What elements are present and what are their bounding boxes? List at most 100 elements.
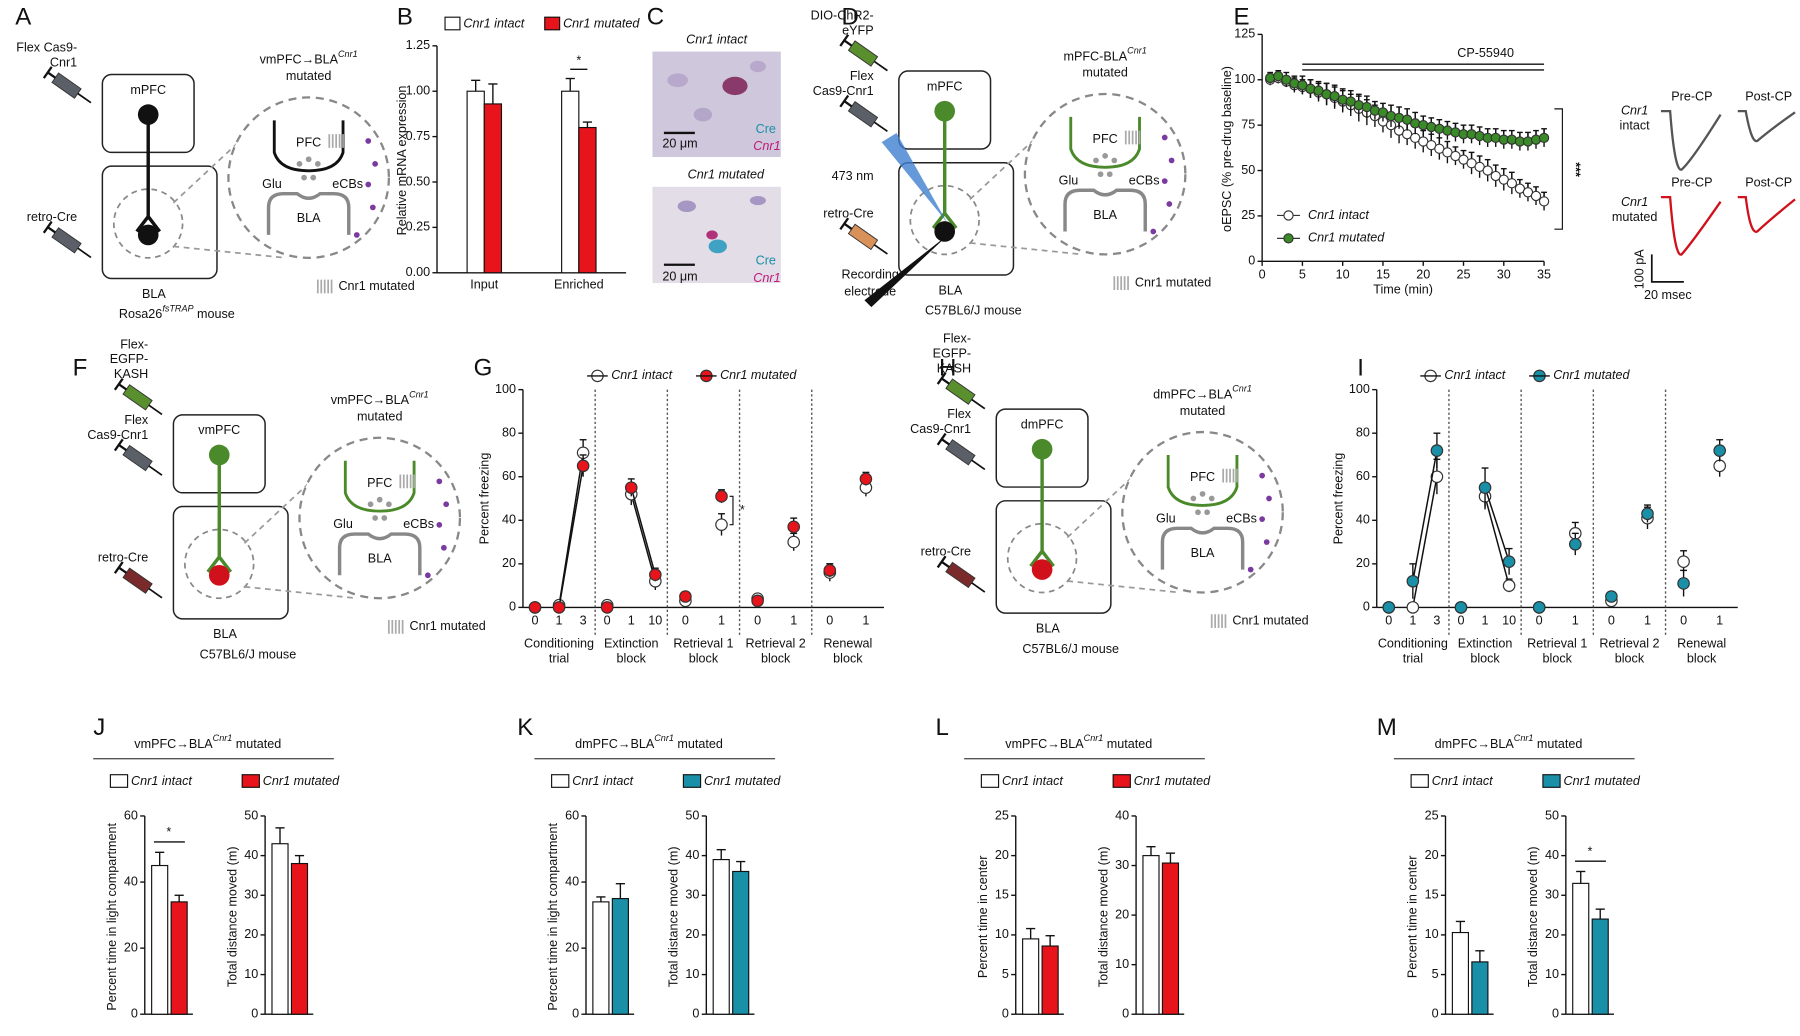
plunger [940,377,950,385]
x-tick-label: 3 [580,613,587,627]
text-part: mutated [1107,737,1153,751]
x-tick-label: 0 [1259,267,1266,281]
bar [466,90,485,274]
plunger [839,94,850,108]
group-label: block [1470,651,1500,665]
x-tick-label: 0 [826,613,833,627]
data-point [1538,132,1550,144]
y-tick-label: 40 [1356,513,1370,527]
panel-label: D [842,4,859,31]
y-tick-label: 40 [1545,848,1559,862]
bar [1142,855,1160,1015]
y-tick-label: 40 [685,848,699,862]
legend-swatch [1410,774,1429,788]
y-axis-label: Total distance moved (m) [1526,846,1540,987]
bar [611,898,629,1015]
callout-label: mutated [1082,66,1128,80]
y-tick-label: 40 [565,874,579,888]
connector [630,493,657,582]
y-tick-label: 40 [502,513,516,527]
ecb-dot [1168,157,1175,164]
vesicle [1208,495,1215,502]
syringe-body [847,101,879,128]
mutated-icon [399,474,415,489]
region-label: BLA [213,627,237,641]
soma [137,224,159,246]
y-tick-label: 30 [244,888,258,902]
ecb-dot [441,544,447,551]
superscript: Cnr1 [213,734,233,744]
scale-label: 20 msec [1644,288,1692,302]
y-tick-label: 40 [244,848,258,862]
ecb-dot [353,232,360,238]
legend-marker [1283,210,1294,221]
virus-label: KASH [937,361,971,375]
syringe-body [945,378,976,405]
dashed-region [184,528,255,600]
legend-label: Cnr1 mutated [563,16,640,30]
mutated-icon [1113,276,1129,290]
ecb-dot [1161,134,1168,141]
x-axis-label: Time (min) [1373,282,1433,296]
needle [873,244,888,255]
callout-label: mutated [357,409,403,423]
plunger [113,561,124,574]
bar [271,843,289,1015]
y-tick-label: 0 [251,1007,258,1021]
y-tick-label: 5 [1002,967,1009,981]
electrode [864,233,950,308]
data-point [1482,165,1493,176]
soma [208,444,230,466]
legend-label: Cnr1 mutated [1232,613,1308,627]
transmitter-label: eCBs [1226,511,1257,525]
x-tick-label: 3 [1433,613,1440,627]
plunger [118,443,127,452]
y-axis-label: Percent time in center [976,856,990,979]
rich-label: dmPFC→BLACnr1 mutated [1435,734,1583,752]
data-point [1406,574,1420,588]
vesicle [372,515,378,521]
y-tick-label: 25 [1241,208,1255,222]
rich-label: vmPFC→BLACnr1 mutated [134,734,281,752]
micrographs: Cnr1 intact Cnr1 mutated 20 μm 20 μm Cre… [652,32,781,285]
stain-label: Cnr1 [753,139,780,153]
syringe [42,66,92,104]
panel-label: A [15,4,31,31]
rich-label: C57BL6/J mouse [200,648,297,662]
y-tick-label: 15 [995,888,1009,902]
needle [148,587,163,599]
pfc-terminal [272,120,345,173]
text-part: C57BL6/J mouse [1022,642,1119,656]
rich-label: C57BL6/J mouse [925,304,1022,318]
connector [1484,496,1510,586]
cell [722,76,748,96]
significance: * [740,503,745,517]
vesicle [1190,495,1197,502]
group-label: block [1687,651,1717,665]
y-tick-label: 20 [565,940,579,954]
legend-label: Cnr1 intact [1308,208,1369,222]
bla-dendrite [1063,188,1147,232]
y-tick-label: 30 [685,888,699,902]
data-point [1568,537,1582,551]
syringe [113,438,163,476]
y-tick-label: 20 [502,556,516,570]
syringe [113,377,163,416]
data-point [1502,555,1516,568]
y-tick-label: 0 [692,1007,699,1021]
image-title: Cnr1 intact [686,32,747,46]
y-tick-label: 10 [1545,967,1559,981]
legend-swatch [551,774,570,788]
trace [1737,110,1796,143]
data-point [1430,470,1444,484]
bar [592,901,610,1015]
panel-label: F [73,354,88,381]
trace-group: intact [1620,118,1651,132]
data-point [787,520,801,534]
syringe [42,220,92,259]
y-tick-label: 100 [495,382,516,396]
significance: * [166,825,171,839]
trace-label: Pre-CP [1671,90,1712,104]
data-point [1430,444,1444,457]
